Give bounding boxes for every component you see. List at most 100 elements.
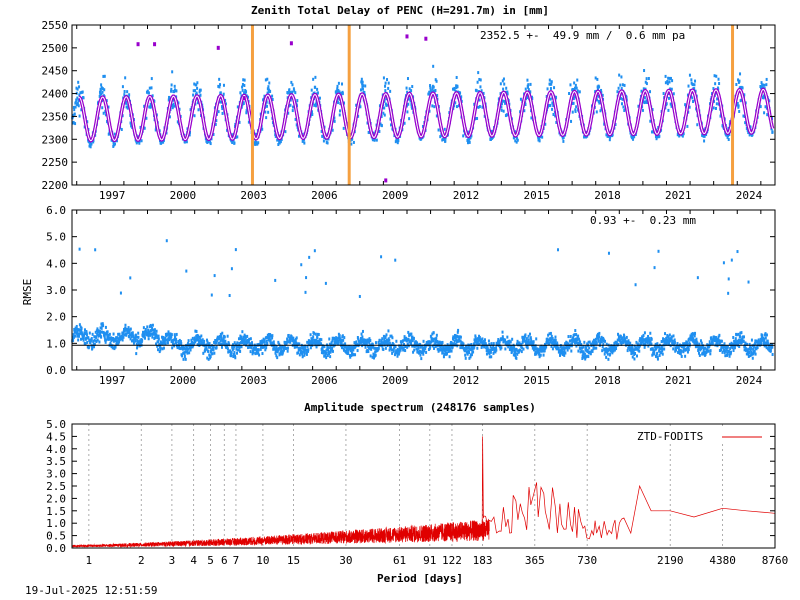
rmse-point bbox=[575, 344, 578, 348]
ztd-point bbox=[199, 93, 202, 97]
ztd-point bbox=[314, 104, 317, 108]
rmse-point bbox=[694, 339, 697, 343]
rmse-point bbox=[504, 347, 507, 351]
x-tick-label: 2003 bbox=[240, 189, 267, 202]
rmse-point bbox=[740, 340, 743, 344]
ztd-point bbox=[718, 82, 721, 86]
rmse-point bbox=[738, 341, 741, 345]
rmse-point bbox=[551, 341, 554, 345]
rmse-point bbox=[431, 344, 434, 348]
rmse-point bbox=[525, 342, 528, 346]
ztd-point bbox=[666, 82, 669, 86]
rmse-point bbox=[521, 335, 524, 339]
rmse-point bbox=[746, 348, 749, 352]
ztd-point bbox=[621, 83, 624, 87]
rmse-point bbox=[568, 346, 571, 350]
rmse-point bbox=[657, 345, 660, 349]
ztd-point bbox=[168, 115, 171, 119]
rmse-point bbox=[515, 342, 518, 346]
rmse-point bbox=[199, 338, 202, 342]
rmse-point bbox=[263, 340, 266, 344]
rmse-point bbox=[210, 348, 213, 352]
rmse-point bbox=[242, 337, 245, 341]
rmse-point bbox=[335, 338, 338, 342]
ztd-point bbox=[245, 109, 248, 113]
rmse-point bbox=[697, 346, 700, 350]
ztd-panel: Zenith Total Delay of PENC (H=291.7m) in… bbox=[42, 4, 776, 202]
rmse-point bbox=[147, 328, 150, 332]
ztd-point bbox=[361, 82, 364, 86]
rmse-point bbox=[260, 344, 263, 348]
rmse-point bbox=[547, 333, 550, 337]
ztd-point bbox=[124, 76, 127, 80]
rmse-point bbox=[281, 345, 284, 349]
rmse-point bbox=[112, 332, 115, 336]
rmse-point bbox=[410, 338, 413, 342]
rmse-point bbox=[78, 323, 81, 327]
ztd-point bbox=[123, 93, 126, 97]
ztd-point bbox=[570, 119, 573, 123]
ztd-point bbox=[103, 88, 106, 92]
ztd-point bbox=[244, 91, 247, 95]
rmse-point bbox=[237, 337, 240, 341]
rmse-point bbox=[103, 334, 106, 338]
rmse-point bbox=[437, 347, 440, 351]
ztd-point bbox=[410, 89, 413, 93]
y-tick-label: 2400 bbox=[42, 88, 69, 101]
rmse-point bbox=[716, 340, 719, 344]
ztd-point bbox=[434, 78, 437, 82]
rmse-point bbox=[453, 333, 456, 337]
rmse-point bbox=[114, 339, 117, 343]
rmse-point bbox=[436, 347, 439, 351]
ztd-point bbox=[478, 105, 481, 109]
ztd-point bbox=[173, 84, 176, 88]
rmse-point bbox=[728, 353, 731, 357]
rmse-point bbox=[488, 342, 491, 346]
ztd-point bbox=[481, 105, 484, 109]
rmse-point bbox=[301, 350, 304, 354]
rmse-point bbox=[634, 283, 637, 287]
rmse-point bbox=[316, 339, 319, 343]
ztd-point bbox=[469, 136, 472, 140]
ztd-point bbox=[550, 82, 553, 86]
rmse-point bbox=[741, 338, 744, 342]
rmse-point bbox=[337, 339, 340, 343]
rmse-point bbox=[170, 335, 173, 339]
ztd-point bbox=[233, 141, 236, 145]
ztd-point bbox=[291, 83, 294, 87]
rmse-point bbox=[249, 337, 252, 341]
rmse-point bbox=[448, 355, 451, 359]
rmse-point bbox=[190, 345, 193, 349]
rmse-point bbox=[745, 352, 748, 356]
rmse-point bbox=[348, 345, 351, 349]
rmse-point bbox=[162, 346, 165, 350]
ztd-point bbox=[714, 106, 717, 110]
rmse-point bbox=[575, 333, 578, 337]
rmse-point bbox=[286, 340, 289, 344]
rmse-point bbox=[554, 335, 557, 339]
ztd-point bbox=[609, 135, 612, 139]
rmse-point bbox=[256, 351, 259, 355]
rmse-point bbox=[577, 337, 580, 341]
rmse-point bbox=[642, 333, 645, 337]
ztd-outlier-point bbox=[405, 34, 409, 39]
rmse-point bbox=[106, 330, 109, 334]
ztd-point bbox=[600, 88, 603, 92]
rmse-point bbox=[635, 354, 638, 358]
rmse-point bbox=[468, 350, 471, 354]
ztd-point bbox=[743, 93, 746, 97]
rmse-point bbox=[103, 335, 106, 339]
ztd-point bbox=[220, 100, 223, 104]
rmse-point bbox=[206, 340, 209, 344]
ztd-point bbox=[575, 86, 578, 90]
rmse-point bbox=[207, 349, 210, 353]
ztd-point bbox=[749, 125, 752, 129]
ztd-point bbox=[676, 133, 679, 137]
rmse-point bbox=[314, 341, 317, 345]
rmse-point bbox=[405, 337, 408, 341]
rmse-point bbox=[406, 345, 409, 349]
rmse-point bbox=[135, 335, 138, 339]
rmse-point bbox=[419, 343, 422, 347]
rmse-point bbox=[545, 345, 548, 349]
rmse-point bbox=[411, 344, 414, 348]
